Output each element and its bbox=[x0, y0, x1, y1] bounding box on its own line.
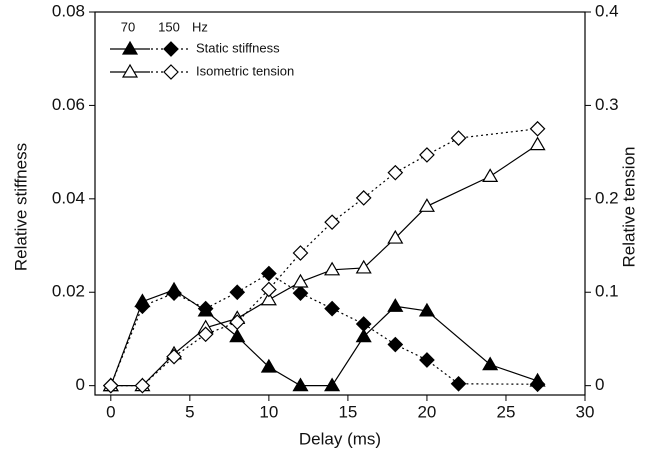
x-tick-label: 0 bbox=[106, 402, 115, 421]
triangle-marker bbox=[260, 358, 277, 373]
triangle-marker bbox=[229, 328, 246, 343]
y2-tick-label: 0.3 bbox=[595, 95, 619, 114]
triangle-marker bbox=[482, 356, 499, 371]
legend-label: Static stiffness bbox=[196, 40, 280, 55]
diamond-marker bbox=[134, 298, 151, 315]
diamond-marker bbox=[261, 281, 277, 298]
legend-marker bbox=[121, 40, 139, 55]
diamond-marker bbox=[419, 147, 435, 163]
triangle-marker bbox=[482, 168, 499, 183]
diamond-marker bbox=[355, 190, 372, 206]
y-tick-label: 0.06 bbox=[52, 95, 85, 114]
diamond-marker bbox=[450, 375, 467, 392]
triangle-marker bbox=[418, 198, 435, 212]
y-tick-label: 0.04 bbox=[52, 188, 85, 207]
diamond-marker bbox=[102, 377, 119, 394]
x-tick-label: 20 bbox=[417, 402, 436, 421]
x-axis-label: Delay (ms) bbox=[299, 429, 381, 448]
y2-tick-label: 0.4 bbox=[595, 1, 619, 20]
triangle-marker bbox=[292, 273, 309, 288]
triangle-marker bbox=[418, 302, 435, 317]
x-tick-label: 5 bbox=[185, 402, 194, 421]
triangle-marker bbox=[355, 328, 372, 343]
triangle-marker bbox=[324, 377, 341, 392]
triangle-marker bbox=[292, 377, 309, 392]
diamond-marker bbox=[292, 285, 309, 302]
diamond-marker bbox=[387, 336, 404, 353]
triangle-marker bbox=[529, 136, 546, 151]
triangle-marker bbox=[387, 229, 404, 244]
diamond-marker bbox=[419, 352, 435, 368]
diamond-marker bbox=[529, 120, 546, 137]
diamond-marker bbox=[355, 316, 372, 332]
triangle-marker bbox=[387, 298, 404, 312]
diamond-marker bbox=[229, 284, 246, 301]
legend-column-label: 150 bbox=[158, 19, 180, 34]
diamond-marker bbox=[166, 285, 182, 302]
diamond-marker bbox=[529, 376, 546, 393]
diamond-marker bbox=[134, 377, 151, 394]
diamond-marker bbox=[261, 265, 277, 282]
diamond-marker bbox=[387, 164, 404, 181]
x-tick-label: 25 bbox=[497, 402, 516, 421]
diamond-marker bbox=[197, 326, 214, 343]
diamond-marker bbox=[450, 130, 467, 146]
legend-unit: Hz bbox=[192, 19, 208, 34]
triangle-marker bbox=[355, 259, 372, 274]
legend-column-label: 70 bbox=[121, 19, 135, 34]
y2-tick-label: 0.2 bbox=[595, 188, 619, 207]
y-tick-label: 0.08 bbox=[52, 1, 85, 20]
x-tick-label: 10 bbox=[259, 402, 278, 421]
y2-tick-label: 0.1 bbox=[595, 282, 619, 301]
diamond-marker bbox=[197, 300, 214, 317]
plot-frame bbox=[94, 11, 586, 396]
y-axis-label: Relative stiffness bbox=[11, 143, 30, 271]
x-tick-label: 30 bbox=[576, 402, 595, 421]
diamond-marker bbox=[324, 214, 340, 231]
diamond-marker bbox=[166, 348, 182, 365]
y-tick-label: 0.02 bbox=[52, 282, 85, 301]
diamond-marker bbox=[292, 245, 309, 261]
triangle-marker bbox=[324, 261, 341, 276]
diamond-marker bbox=[324, 300, 340, 317]
x-tick-label: 15 bbox=[338, 402, 357, 421]
legend-marker bbox=[163, 64, 179, 80]
diamond-marker bbox=[229, 314, 246, 330]
y2-tick-label: 0 bbox=[595, 375, 604, 394]
legend-marker bbox=[163, 41, 179, 57]
legend-label: Isometric tension bbox=[196, 63, 294, 78]
y2-axis-label: Relative tension bbox=[619, 147, 638, 268]
triangle-marker bbox=[260, 291, 277, 306]
y-tick-label: 0 bbox=[76, 375, 85, 394]
legend-marker bbox=[121, 63, 139, 78]
